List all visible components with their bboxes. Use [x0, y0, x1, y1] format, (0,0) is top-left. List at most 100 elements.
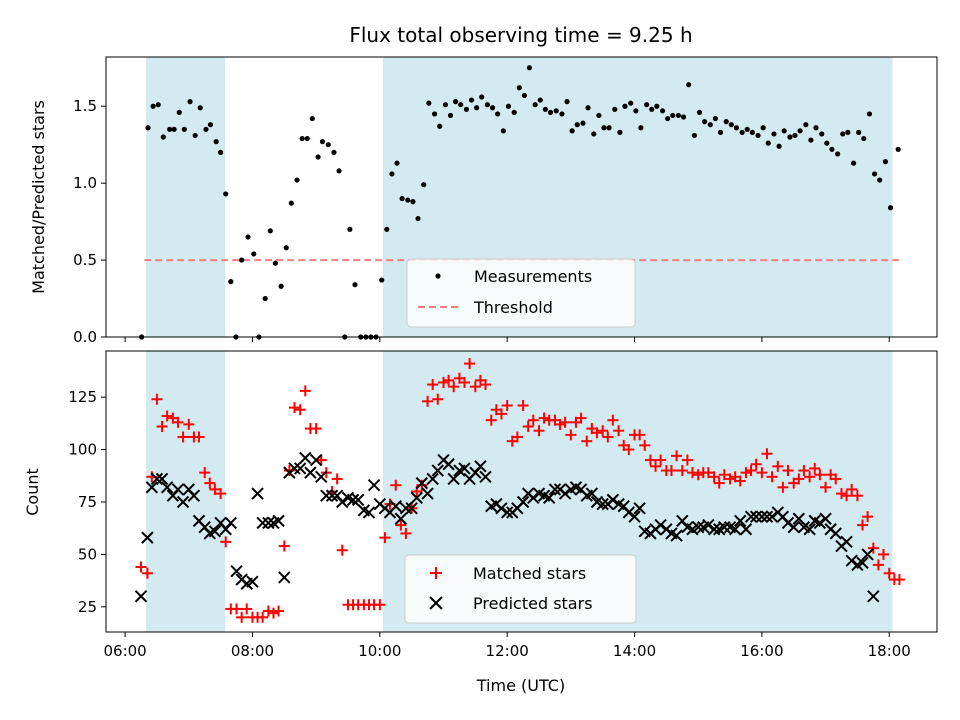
matched-stars-point	[613, 425, 625, 437]
measurements-point	[532, 102, 538, 108]
measurements-point	[150, 103, 156, 109]
matched-stars-point	[374, 599, 386, 611]
top-legend-box	[406, 258, 636, 328]
matched-stars-point	[676, 465, 688, 477]
measurements-point	[405, 197, 411, 203]
measurements-point	[463, 106, 470, 112]
measurements-point	[447, 112, 454, 119]
measurements-point	[484, 102, 491, 108]
measurements-point	[192, 132, 198, 139]
predicted-stars-point	[734, 514, 747, 528]
measurements-point	[564, 99, 570, 105]
measurements-point	[187, 99, 193, 105]
measurements-point	[336, 168, 342, 174]
measurements-point	[421, 182, 427, 188]
measurements-point	[771, 131, 777, 137]
predicted-stars-point	[856, 556, 869, 570]
measurements-point	[213, 139, 219, 145]
predicted-stars-point	[171, 483, 185, 496]
bottom-y-axis-label: Count	[23, 468, 42, 516]
legend-predicted-label: Predicted stars	[473, 594, 593, 613]
predicted-stars-point	[278, 571, 291, 584]
measurements-point	[871, 171, 878, 177]
predicted-stars-point	[421, 487, 434, 500]
predicted-stars-point	[176, 495, 190, 509]
matched-stars-point	[798, 465, 810, 477]
predicted-stars-point	[362, 506, 376, 519]
measurements-point	[379, 277, 385, 283]
matched-stars-point	[511, 431, 523, 443]
matched-stars-point	[607, 414, 619, 426]
matched-stars-point	[517, 400, 529, 412]
predicted-stars-point	[670, 529, 683, 542]
matched-stars-point	[236, 611, 248, 623]
predicted-stars-point	[728, 523, 742, 536]
predicted-stars-point	[272, 514, 285, 528]
predicted-stars-point	[150, 472, 164, 486]
matched-stars-point	[835, 488, 847, 500]
predicted-stars-point	[691, 520, 705, 534]
predicted-stars-point	[628, 510, 641, 523]
matched-stars-point	[565, 429, 577, 441]
measurements-point	[516, 85, 522, 91]
matched-stars-point	[294, 404, 306, 416]
matched-stars-point	[522, 420, 534, 432]
matched-stars-point	[315, 454, 327, 466]
measurements-point	[239, 257, 245, 263]
top-xticks	[124, 337, 890, 342]
matched-stars-point	[199, 467, 211, 479]
matched-stars-point	[204, 477, 216, 489]
measurements-point	[218, 149, 224, 155]
predicted-stars-point	[803, 523, 816, 536]
predicted-stars-point	[654, 518, 667, 532]
top-axes-frame	[105, 56, 938, 338]
predicted-stars-point	[585, 487, 599, 500]
predicted-stars-point	[819, 512, 832, 525]
measurements-point	[331, 149, 337, 155]
predicted-stars-point	[840, 535, 853, 549]
measurements-point	[638, 125, 644, 131]
bottom-points-layer	[134, 358, 905, 623]
bottom-ytick-label: 75	[78, 493, 97, 511]
matched-stars-point	[740, 467, 752, 479]
measurements-point	[228, 279, 234, 285]
matched-stars-point	[665, 465, 677, 477]
legend-measurements-label: Measurements	[474, 267, 592, 286]
measurements-point	[617, 129, 623, 135]
measurements-point	[670, 112, 676, 119]
legend-matched-marker	[430, 567, 442, 579]
measurements-point	[877, 177, 883, 183]
bottom-xticks: 06:00 08:00 10:00 12:00 14:00 16:00 18:00	[103, 632, 911, 660]
legend-measurements-marker	[435, 273, 441, 279]
bottom-legend-box	[404, 554, 637, 624]
predicted-stars-point	[702, 518, 715, 532]
measurements-point	[776, 143, 782, 149]
matched-stars-point	[448, 381, 460, 393]
matched-stars-point	[830, 473, 842, 485]
measurements-point	[452, 99, 459, 105]
matched-stars-point	[772, 460, 784, 472]
bottom-ytick-label: 125	[68, 388, 97, 406]
measurements-point	[267, 228, 273, 234]
predicted-stars-point	[262, 516, 275, 530]
matched-stars-point	[777, 481, 789, 493]
predicted-stars-point	[781, 516, 795, 530]
measurements-point	[813, 125, 819, 131]
measurements-point	[781, 128, 787, 134]
measurements-point	[288, 200, 294, 206]
measurements-point	[526, 65, 533, 71]
x-axis-label: Time (UTC)	[476, 676, 565, 695]
matched-stars-point	[379, 532, 391, 544]
predicted-stars-point	[224, 516, 238, 530]
measurements-point	[680, 114, 687, 120]
measurements-point	[686, 82, 692, 88]
matched-stars-point	[872, 559, 884, 571]
predicted-stars-point	[596, 497, 609, 511]
predicted-stars-point	[813, 516, 827, 530]
predicted-stars-point	[707, 523, 721, 536]
measurements-point	[272, 260, 278, 266]
legend-matched-label: Matched stars	[473, 564, 586, 583]
predicted-stars-point	[246, 575, 259, 588]
predicted-stars-point	[155, 472, 169, 486]
